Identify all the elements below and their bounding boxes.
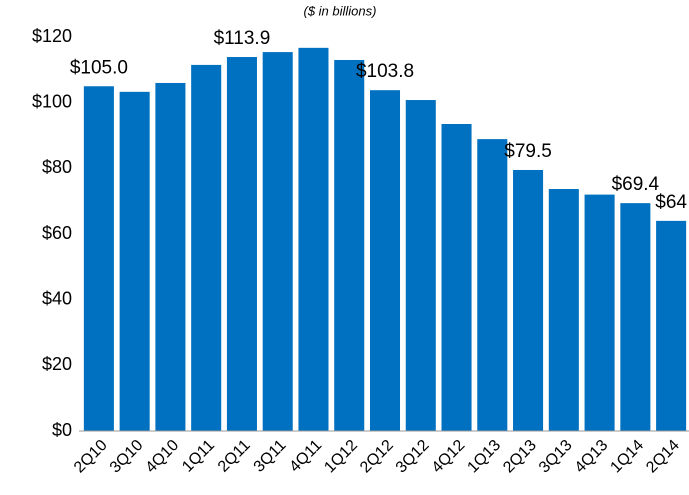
- bar: [262, 52, 293, 431]
- bar: [405, 100, 436, 431]
- y-tick-label: $0: [52, 420, 72, 440]
- bar: [369, 90, 401, 431]
- bar: [513, 169, 544, 431]
- value-label: $79.5: [504, 141, 552, 162]
- x-tick-label: 4Q12: [429, 437, 469, 477]
- x-tick-label: 2Q11: [215, 437, 254, 476]
- x-tick-label: 3Q13: [536, 437, 576, 477]
- value-label: $113.9: [214, 28, 271, 49]
- bar: [191, 64, 222, 432]
- x-tick-label: 4Q11: [286, 437, 325, 476]
- y-tick-label: $20: [42, 354, 72, 374]
- x-tick-label: 2Q10: [71, 437, 111, 477]
- y-tick-label: $120: [32, 26, 72, 46]
- bar: [548, 189, 579, 431]
- bar: [477, 139, 508, 431]
- x-tick-label: 3Q11: [251, 437, 290, 476]
- value-label: $69.4: [612, 174, 660, 195]
- bar: [226, 57, 257, 432]
- bar: [441, 124, 472, 431]
- bar: [298, 47, 329, 432]
- x-tick-label: 2Q13: [500, 437, 540, 477]
- x-tick-label: 3Q12: [393, 437, 433, 477]
- y-tick-label: $60: [42, 223, 72, 243]
- x-tick-label: 4Q10: [143, 437, 183, 477]
- value-label: $64: [655, 192, 687, 213]
- x-tick-label: 2Q12: [357, 437, 397, 477]
- x-tick-label: 1Q13: [464, 437, 504, 477]
- bar: [83, 86, 114, 431]
- y-tick-label: $40: [42, 288, 72, 308]
- x-tick-label: 3Q10: [107, 437, 147, 477]
- x-tick-label: 2Q14: [643, 437, 683, 477]
- x-tick-label: 1Q14: [607, 437, 647, 477]
- value-label: $103.8: [356, 61, 414, 82]
- bar: [584, 194, 615, 431]
- y-tick-label: $100: [32, 91, 72, 111]
- bar: [334, 59, 365, 431]
- bar: [656, 220, 687, 431]
- value-label: $105.0: [70, 57, 128, 78]
- chart-subtitle: ($ in billions): [304, 3, 377, 18]
- x-tick-label: 1Q11: [179, 437, 218, 476]
- x-tick-label: 1Q12: [321, 437, 361, 477]
- bar: [620, 203, 651, 431]
- bar: [155, 82, 186, 431]
- y-tick-label: $80: [42, 157, 72, 177]
- x-tick-label: 4Q13: [572, 437, 612, 477]
- bar: [119, 91, 150, 431]
